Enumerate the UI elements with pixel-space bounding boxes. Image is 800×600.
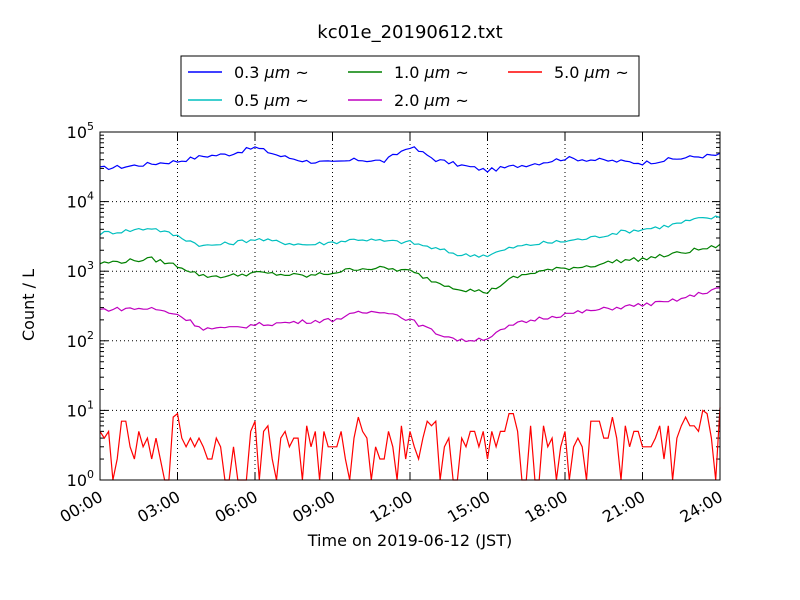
plot-area: 100 101 102 103 104 105 00:00 03:00 06:00 09:00 12… [57,120,726,527]
chart-title: kc01e_20190612.txt [317,22,502,43]
x-tick-label: 12:00 [367,487,416,527]
series-line [99,215,721,258]
x-tick-label: 21:00 [599,487,648,527]
series-line [99,287,721,343]
x-axis-label: Time on 2019-06-12 (JST) [307,531,512,550]
legend-label: 1.0 μm ~ [394,63,469,82]
x-tick-label: 18:00 [522,487,571,527]
y-tick-label: 105 [67,120,94,142]
x-tick-label: 03:00 [134,487,183,527]
series-line [99,243,721,295]
legend-box [180,55,640,117]
legend-label: 0.3 μm ~ [234,63,309,82]
legend-label: 0.5 μm ~ [234,91,309,110]
x-tick-label: 24:00 [677,487,726,527]
legend-label: 2.0 μm ~ [394,91,469,110]
plot-background [100,132,720,480]
legend-label: 5.0 μm ~ [554,63,629,82]
x-tick-label: 15:00 [444,487,493,527]
series-line [99,146,721,173]
y-tick-label: 104 [67,190,94,212]
y-tick-label: 103 [67,259,94,281]
y-tick-label: 101 [67,398,94,420]
y-axis-label: Count / L [19,269,38,341]
legend: 0.3 μm ~ 0.5 μm ~ 1.0 μm ~ 2.0 μm ~ 5.0 μm ~ [180,55,640,117]
x-tick-label: 00:00 [57,487,106,527]
x-tick-label: 06:00 [212,487,261,527]
y-tick-label: 102 [67,329,94,351]
x-tick-label: 09:00 [289,487,338,527]
series-line [99,407,721,481]
y-tick-label: 100 [67,468,94,490]
